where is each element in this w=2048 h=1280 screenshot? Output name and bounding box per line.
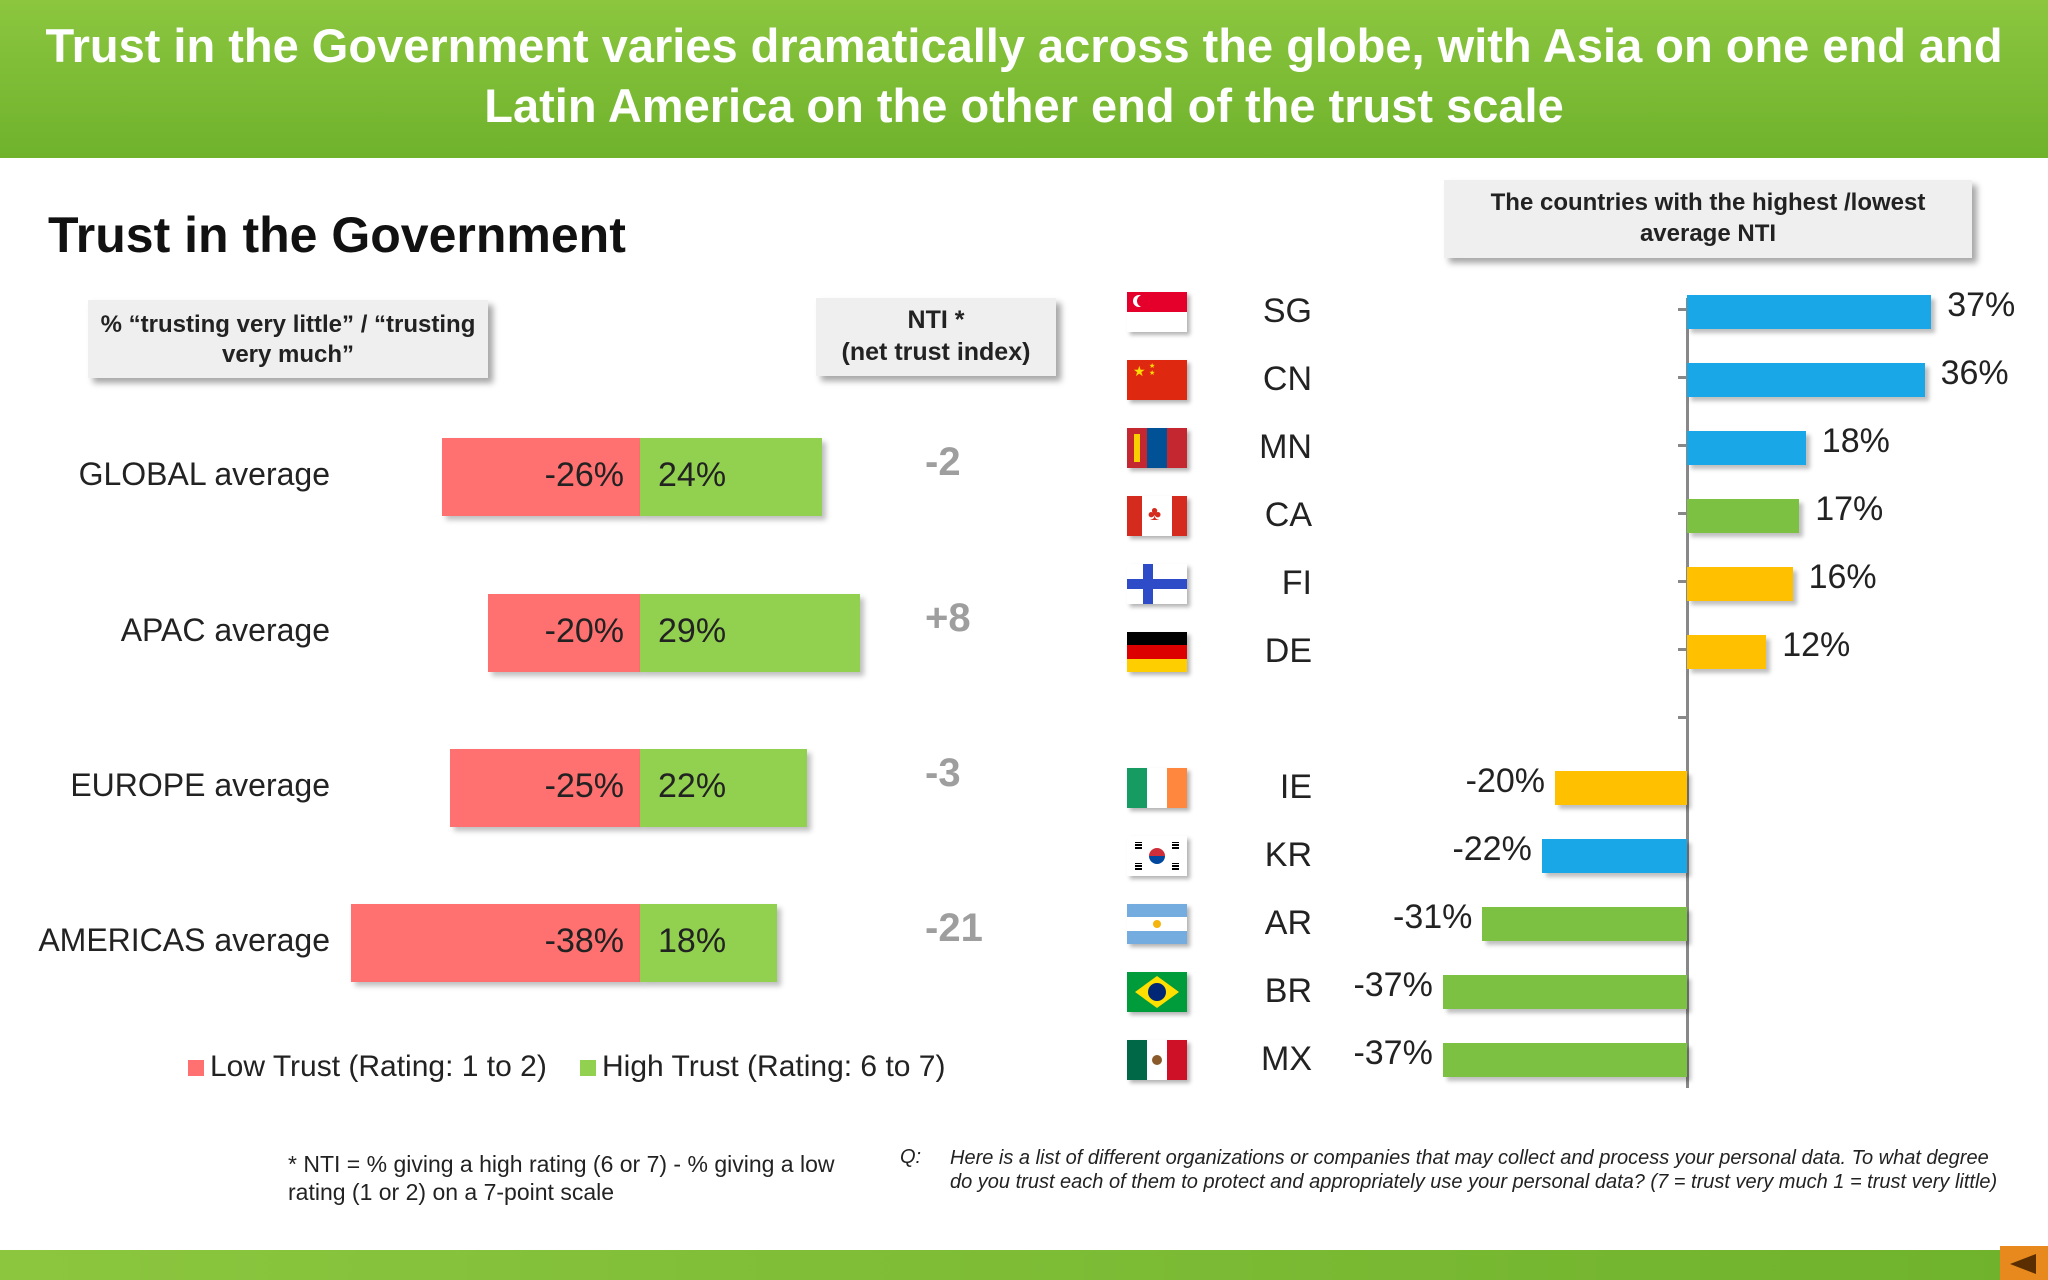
high-trust-label: 24%	[658, 456, 727, 494]
nti-value: -3	[925, 751, 961, 795]
low-trust-bar	[351, 904, 640, 982]
ireland-flag-icon	[1127, 768, 1187, 808]
country-code: MX	[1261, 1040, 1312, 1078]
high-trust-label: 18%	[658, 922, 727, 960]
country-bar	[1687, 567, 1793, 601]
axis-tick	[1678, 308, 1689, 311]
axis-tick	[1678, 580, 1689, 583]
country-bar	[1541, 839, 1687, 873]
country-value: 37%	[1947, 286, 2016, 324]
legend-high-swatch	[580, 1060, 596, 1077]
region-label: APAC average	[120, 612, 330, 648]
country-value: -20%	[1465, 762, 1545, 800]
low-trust-label: -25%	[544, 767, 624, 805]
country-code: MN	[1259, 428, 1312, 466]
country-bar	[1687, 499, 1800, 533]
country-code: CA	[1264, 496, 1312, 534]
region-label: GLOBAL average	[78, 456, 330, 492]
country-bar	[1687, 363, 1925, 397]
high-trust-label: 29%	[658, 612, 727, 650]
country-code: KR	[1264, 836, 1312, 874]
axis-tick	[1678, 376, 1689, 379]
nti-footnote: * NTI = % giving a high rating (6 or 7) …	[288, 1151, 835, 1205]
zero-axis	[1686, 298, 1689, 1088]
country-bar	[1482, 907, 1687, 941]
region-label: AMERICAS average	[38, 922, 330, 958]
low-trust-label: -38%	[544, 922, 624, 960]
nti-header-line1: NTI *	[907, 306, 965, 334]
country-code: CN	[1262, 360, 1312, 398]
country-bar	[1442, 975, 1687, 1009]
mexico-flag-icon	[1127, 1040, 1187, 1080]
axis-tick	[1678, 512, 1689, 515]
high-trust-bar	[640, 749, 808, 827]
singapore-flag-icon	[1127, 292, 1187, 332]
germany-flag-icon	[1127, 632, 1187, 672]
country-value: 17%	[1815, 490, 1884, 528]
country-value: 12%	[1782, 626, 1851, 664]
question-prefix: Q:	[900, 1146, 922, 1168]
argentina-flag-icon	[1127, 904, 1187, 944]
axis-tick	[1678, 444, 1689, 447]
country-code: BR	[1264, 972, 1312, 1010]
country-value: 16%	[1808, 558, 1877, 596]
nti-header-line2: (net trust index)	[841, 338, 1031, 366]
low-trust-bar	[450, 749, 640, 827]
nti-header-box: NTI * (net trust index)	[816, 298, 1056, 376]
legend-high: High Trust (Rating: 6 to 7)	[580, 1050, 945, 1084]
brazil-flag-icon	[1127, 972, 1187, 1012]
low-trust-bar	[442, 438, 640, 516]
country-bar	[1687, 431, 1806, 465]
high-trust-bar	[640, 438, 823, 516]
nti-value: -2	[925, 440, 961, 484]
finland-flag-icon	[1127, 564, 1187, 604]
country-value: 36%	[1940, 354, 2009, 392]
high-trust-label: 22%	[658, 767, 727, 805]
mongolia-flag-icon	[1127, 428, 1187, 468]
country-bar	[1687, 635, 1767, 669]
country-value: -22%	[1452, 830, 1532, 868]
left-header-label: % “trusting very little” / “trusting ver…	[100, 311, 476, 368]
country-code: DE	[1264, 632, 1312, 670]
country-value: -37%	[1353, 966, 1433, 1004]
country-value: 18%	[1821, 422, 1890, 460]
nti-value: -21	[925, 906, 983, 950]
country-code: AR	[1264, 904, 1312, 942]
legend-low-label: Low Trust (Rating: 1 to 2)	[210, 1050, 547, 1083]
country-code: FI	[1281, 564, 1312, 602]
footer-bar	[0, 1250, 2048, 1280]
right-header-box: The countries with the highest /lowest a…	[1444, 180, 1972, 258]
header-banner: Trust in the Government varies dramatica…	[0, 0, 2048, 158]
south-korea-flag-icon	[1127, 836, 1187, 876]
previous-slide-arrow-icon[interactable]	[2000, 1246, 2048, 1280]
axis-tick	[1678, 716, 1689, 719]
chart-title: Trust in the Government	[48, 207, 626, 263]
legend-low: Low Trust (Rating: 1 to 2)	[188, 1050, 547, 1084]
country-bar	[1687, 295, 1932, 329]
legend-high-label: High Trust (Rating: 6 to 7)	[602, 1050, 946, 1083]
low-trust-bar	[488, 594, 640, 672]
legend-low-swatch	[188, 1060, 204, 1077]
canada-flag-icon: ♣	[1127, 496, 1187, 536]
country-value: -37%	[1353, 1034, 1433, 1072]
country-bar	[1442, 1043, 1687, 1077]
high-trust-bar	[640, 594, 861, 672]
region-label: EUROPE average	[70, 767, 330, 803]
country-bar	[1555, 771, 1687, 805]
right-header-label: The countries with the highest /lowest a…	[1490, 189, 1926, 247]
country-value: -31%	[1393, 898, 1473, 936]
survey-question: Here is a list of different organization…	[950, 1147, 1998, 1193]
low-trust-label: -20%	[544, 612, 624, 650]
left-header-box: % “trusting very little” / “trusting ver…	[88, 300, 488, 378]
low-trust-label: -26%	[544, 456, 624, 494]
country-code: SG	[1262, 292, 1312, 330]
slide-title: Trust in the Government varies dramatica…	[45, 19, 2003, 132]
high-trust-bar	[640, 904, 777, 982]
nti-value: +8	[925, 596, 971, 640]
axis-tick	[1678, 648, 1689, 651]
country-code: IE	[1279, 768, 1312, 806]
china-flag-icon: ★ ★ ★	[1127, 360, 1187, 400]
